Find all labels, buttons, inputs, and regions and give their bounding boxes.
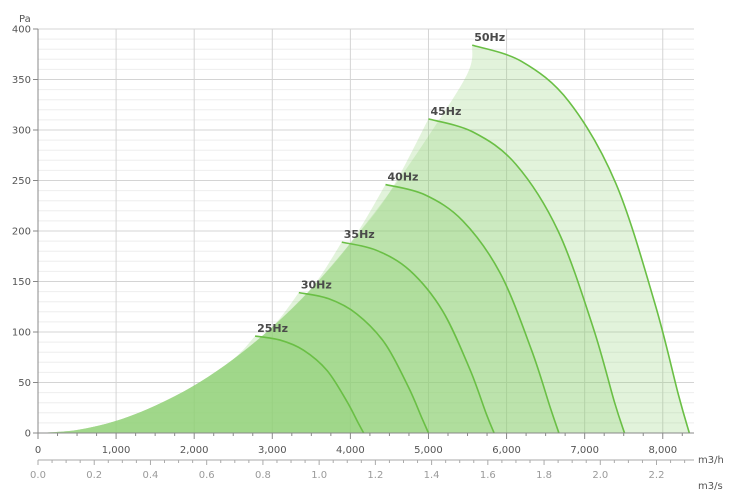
curve-lines — [254, 44, 691, 434]
y-tick-label: 400 — [12, 25, 31, 36]
fill-region-45hz — [38, 118, 625, 433]
x2-tick-label: 0.6 — [199, 470, 215, 481]
x-tick-label: 7,000 — [570, 445, 599, 456]
y-tick-label: 50 — [18, 378, 31, 389]
curve-line-35hz — [341, 241, 495, 434]
x-tick-label: 2,000 — [180, 445, 209, 456]
x-tick-label: 0 — [35, 445, 41, 456]
curve-label-30hz: 30Hz — [301, 279, 332, 292]
curve-label-25hz: 25Hz — [257, 322, 288, 335]
y-tick-label: 350 — [12, 75, 31, 86]
x2-tick-label: 2.2 — [649, 470, 665, 481]
y-tick-label: 100 — [12, 328, 31, 339]
fill-region-40hz — [38, 184, 559, 433]
y-tick-label: 150 — [12, 277, 31, 288]
x-tick-label: 3,000 — [258, 445, 287, 456]
x-tick-label: 6,000 — [492, 445, 521, 456]
x2-tick-label: 0.8 — [255, 470, 271, 481]
curve-line-30hz — [298, 291, 430, 434]
y-tick-label: 0 — [25, 429, 31, 440]
x2-tick-label: 1.4 — [424, 470, 440, 481]
curve-line-40hz — [385, 183, 560, 434]
x2-tick-label: 1.2 — [367, 470, 383, 481]
curve-line-45hz — [428, 118, 626, 434]
x-tick-label: 5,000 — [414, 445, 443, 456]
x-tick-label: 1,000 — [102, 445, 131, 456]
curve-label-45hz: 45Hz — [430, 105, 461, 118]
curve-labels: 25Hz 30Hz 35Hz 40Hz 45Hz 50Hz — [257, 31, 505, 335]
fill-region-30hz — [38, 292, 429, 433]
axes: 0 50 100 150 200 250 300 350 400 0 1,000 2,000 3,000… — [12, 25, 694, 481]
curve-line-50hz — [471, 44, 691, 434]
x-axis-primary-unit-label: m3/h — [698, 455, 724, 466]
x2-tick-label: 0.2 — [86, 470, 102, 481]
curve-label-50hz: 50Hz — [474, 31, 505, 44]
y-axis-unit-label: Pa — [19, 14, 31, 25]
x2-tick-label: 1.6 — [480, 470, 496, 481]
x2-tick-label: 0.4 — [143, 470, 159, 481]
y-tick-label: 250 — [12, 176, 31, 187]
x-tick-label: 4,000 — [336, 445, 365, 456]
x-axis-secondary-unit-label: m3/s — [698, 481, 723, 492]
x-tick-label: 8,000 — [648, 445, 677, 456]
curve-label-40hz: 40Hz — [388, 171, 419, 184]
curve-line-25hz — [254, 335, 365, 434]
fill-region-25hz — [38, 336, 364, 433]
x2-tick-label: 0.0 — [30, 470, 46, 481]
y-tick-label: 200 — [12, 227, 31, 238]
curve-label-35hz: 35Hz — [344, 228, 375, 241]
x2-tick-label: 1.8 — [536, 470, 552, 481]
x2-tick-label: 1.0 — [311, 470, 327, 481]
x2-tick-label: 2.0 — [592, 470, 608, 481]
y-tick-label: 300 — [12, 126, 31, 137]
